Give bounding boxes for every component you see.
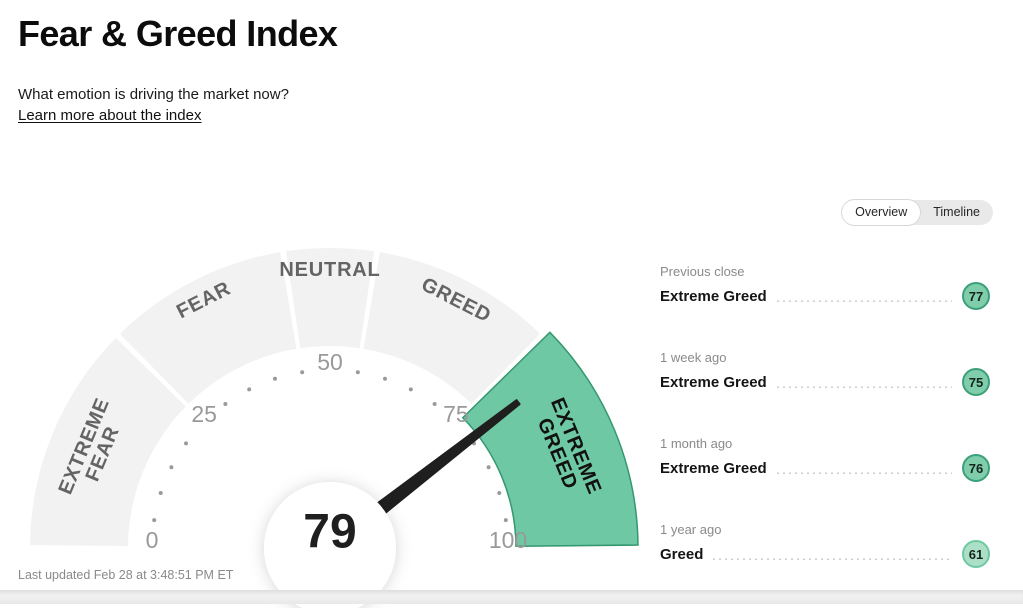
gauge-segment-fear: [119, 252, 297, 404]
gauge-tick-dot: [383, 376, 388, 381]
gauge-tick-label: 0: [146, 527, 159, 553]
fear-greed-gauge: 0 25 50 75 100 EXTREMEFEAR FEAR NEUTRAL GREED EXT…: [10, 230, 660, 608]
history-score-badge: 77: [962, 282, 990, 310]
gauge-tick-dot: [486, 465, 491, 470]
view-toggle: Overview Timeline: [842, 200, 993, 225]
gauge-tick-label: 75: [443, 401, 469, 427]
history-rating: Extreme Greed: [660, 459, 767, 477]
gauge-segment-greed: [363, 252, 541, 404]
dotted-leader: [774, 298, 952, 302]
history-period-label: 1 month ago: [660, 436, 733, 451]
gauge-tick-dot: [272, 376, 277, 381]
gauge-center-hub: [264, 482, 396, 608]
last-updated: Last updated Feb 28 at 3:48:51 PM ET: [18, 568, 234, 582]
gauge-tick-dot: [432, 401, 437, 406]
learn-more-link[interactable]: Learn more about the index: [18, 107, 202, 124]
page-bottom-edge: [0, 590, 1023, 604]
gauge-tick-dot: [183, 441, 188, 446]
gauge-tick-dot: [223, 401, 228, 406]
gauge-svg: 0255075100EXTREMEFEARFEARNEUTRALGREEDEXT…: [30, 247, 639, 608]
gauge-tick-label: 100: [489, 527, 527, 553]
history-rating: Greed: [660, 545, 704, 563]
gauge-tick-dot: [408, 387, 413, 392]
gauge-tick-dot: [247, 387, 252, 392]
gauge-segment-extreme-fear: [30, 337, 186, 547]
history-score-badge: 61: [962, 540, 990, 568]
history-score-badge: 76: [962, 454, 990, 482]
gauge-tick-dot: [169, 465, 174, 470]
dotted-leader: [711, 556, 952, 560]
gauge-segment-label-neutral: NEUTRAL: [279, 259, 380, 281]
gauge-segment-neutral: [285, 247, 375, 349]
gauge-tick-dot: [152, 518, 157, 523]
history-score-badge: 75: [962, 368, 990, 396]
history-list: Previous close Extreme Greed 77 1 week ago E…: [660, 264, 990, 608]
fear-greed-page: Fear & Greed Index What emotion is drivi…: [0, 12, 1023, 608]
gauge-tick-dot: [355, 370, 360, 375]
gauge-tick-label: 25: [191, 401, 217, 427]
gauge-value: 79: [303, 506, 356, 559]
history-line: Greed 61: [660, 540, 990, 568]
gauge-tick-label: 50: [317, 349, 343, 375]
history-period-label: 1 year ago: [660, 522, 722, 537]
dotted-leader: [774, 470, 952, 474]
history-row: 1 week ago Extreme Greed 75: [660, 350, 990, 396]
gauge-tick-dot: [300, 370, 305, 375]
gauge-tick-dot: [503, 518, 508, 523]
history-period-label: Previous close: [660, 264, 745, 279]
page-subtitle: What emotion is driving the market now?: [18, 86, 289, 103]
history-line: Extreme Greed 75: [660, 368, 990, 396]
history-period-label: 1 week ago: [660, 350, 727, 365]
dotted-leader: [774, 384, 952, 388]
toggle-option-overview[interactable]: Overview: [842, 200, 921, 225]
history-line: Extreme Greed 77: [660, 282, 990, 310]
page-title: Fear & Greed Index: [18, 13, 338, 54]
history-rating: Extreme Greed: [660, 287, 767, 305]
history-rating: Extreme Greed: [660, 373, 767, 391]
toggle-option-timeline[interactable]: Timeline: [920, 200, 993, 225]
gauge-tick-dot: [158, 490, 163, 495]
history-row: 1 year ago Greed 61: [660, 522, 990, 568]
gauge-segment-extreme-greed: [461, 331, 639, 547]
history-row: 1 month ago Extreme Greed 76: [660, 436, 990, 482]
history-line: Extreme Greed 76: [660, 454, 990, 482]
gauge-tick-dot: [497, 490, 502, 495]
history-row: Previous close Extreme Greed 77: [660, 264, 990, 310]
